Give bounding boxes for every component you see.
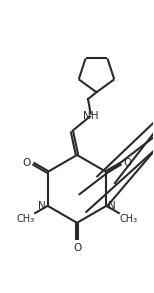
Text: O: O	[23, 159, 31, 168]
Text: O: O	[73, 243, 81, 253]
Text: N: N	[38, 201, 46, 211]
Text: CH₃: CH₃	[16, 214, 34, 224]
Text: O: O	[123, 159, 131, 168]
Text: N: N	[108, 201, 116, 211]
Text: NH: NH	[83, 111, 98, 121]
Text: CH₃: CH₃	[120, 214, 138, 224]
